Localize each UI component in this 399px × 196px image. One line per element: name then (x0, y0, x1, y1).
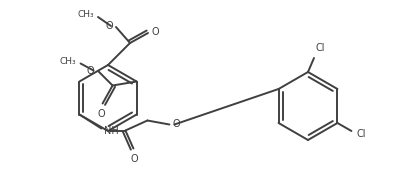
Text: O: O (130, 153, 138, 163)
Text: CH₃: CH₃ (77, 9, 94, 18)
Text: O: O (105, 21, 113, 31)
Text: NH: NH (105, 125, 119, 135)
Text: CH₃: CH₃ (60, 57, 77, 66)
Text: O: O (87, 65, 95, 75)
Text: Cl: Cl (356, 129, 366, 139)
Text: O: O (152, 27, 160, 37)
Text: O: O (172, 119, 180, 129)
Text: Cl: Cl (316, 43, 326, 53)
Text: O: O (98, 109, 105, 119)
